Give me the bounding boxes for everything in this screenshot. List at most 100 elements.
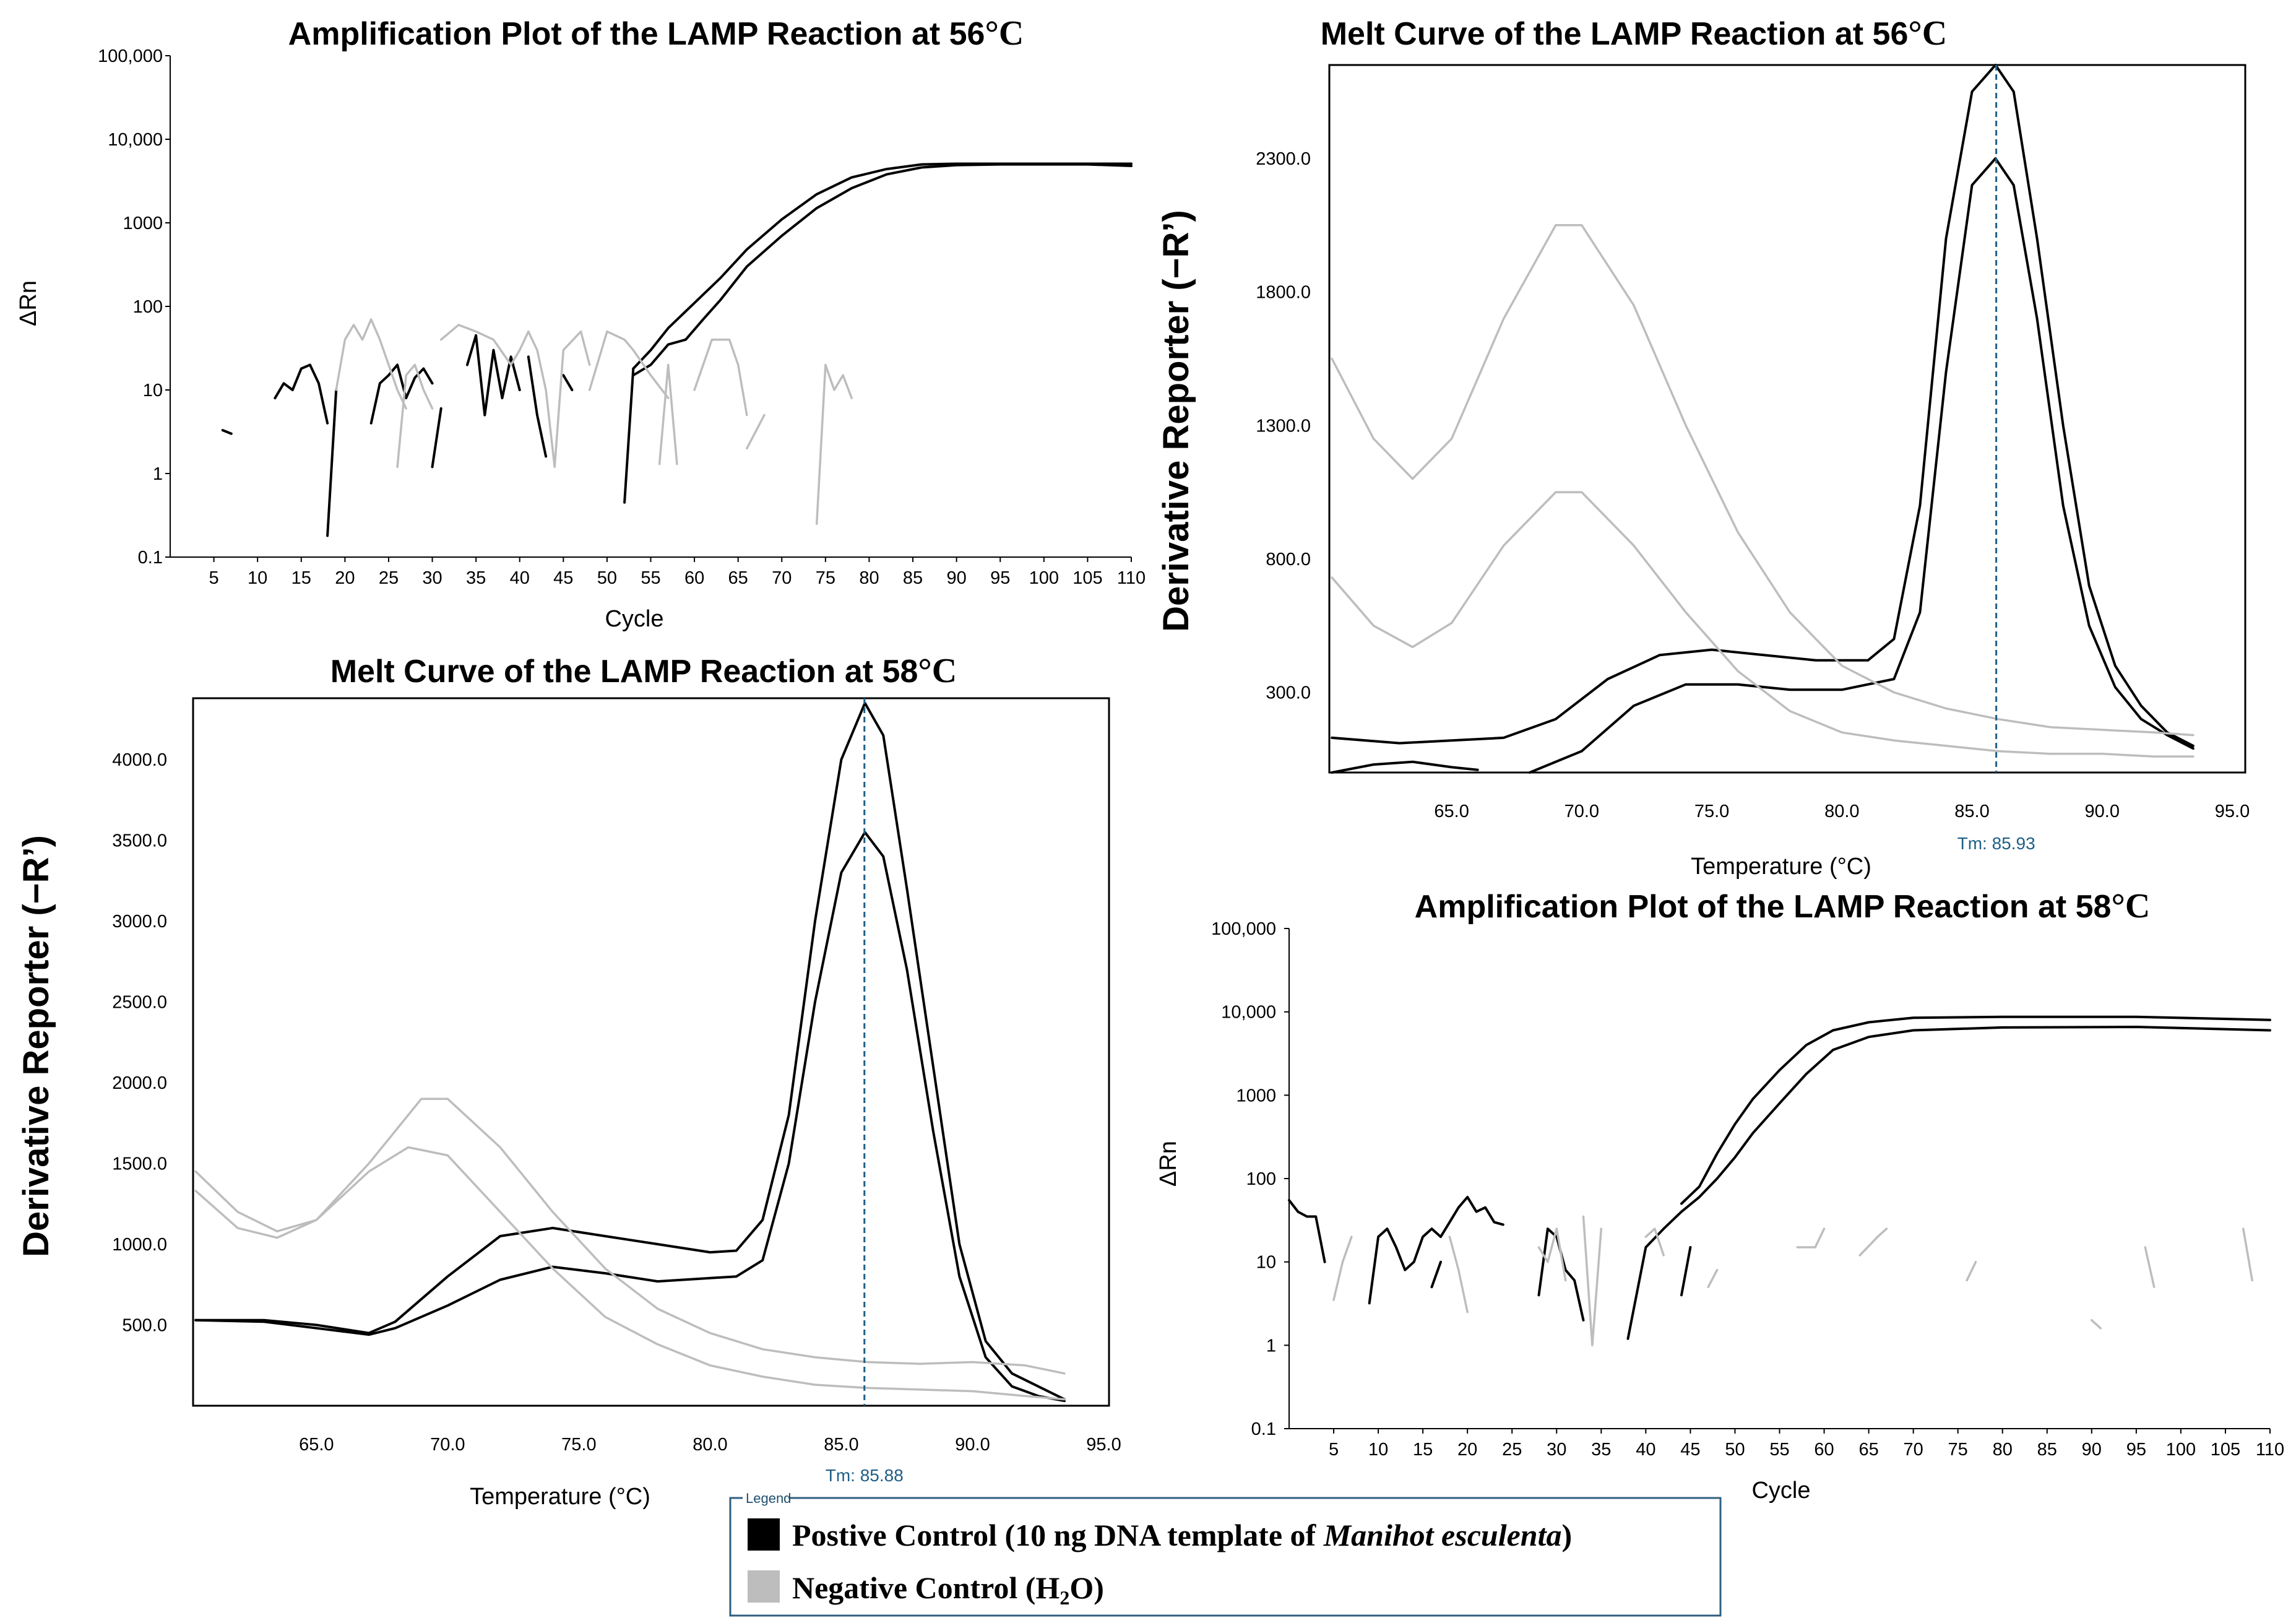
melt56-xlabel: Temperature (°C) (1691, 854, 1871, 880)
legend-title-bg (743, 1491, 788, 1505)
amp56-series-line (431, 407, 442, 469)
melt56-xtick-label: 85.0 (1954, 802, 1989, 821)
amp58-xtick-label: 55 (1769, 1440, 1789, 1460)
melt58-series-line (194, 701, 1066, 1401)
melt58-ytick-label: 2500.0 (112, 993, 167, 1013)
amp56-series-line (632, 163, 1133, 377)
amp56-ytick-label: 10,000 (108, 130, 163, 150)
amp58-series-line (1858, 1227, 1888, 1257)
melt58-ytick-label: 2000.0 (112, 1073, 167, 1093)
melt58-xtick-label: 95.0 (1086, 1435, 1121, 1455)
melt56-tm-label: Tm: 85.93 (1957, 834, 2035, 853)
amp56-series-line (221, 429, 233, 435)
melt58-x-ticks: 65.0 70.0 75.0 80.0 85.0 90.0 95.0 (299, 1435, 1121, 1455)
amp58-x-ticks: 5 10 15 20 25 30 35 40 45 50 55 60 65 70 75 80 85 90 95 100… (1329, 1429, 2284, 1460)
melt58-ytick-label: 1500.0 (112, 1154, 167, 1174)
amp56-ytick-label: 0.1 (138, 548, 163, 568)
melt58-ytick-label: 1000.0 (112, 1235, 167, 1255)
amp58-xtick-label: 110 (2256, 1440, 2284, 1460)
amp58-xtick-label: 95 (2126, 1440, 2146, 1460)
amp56-series-line (588, 330, 670, 399)
amp56-xtick-label: 50 (597, 568, 617, 588)
legend-positive-suffix: ) (1562, 1518, 1573, 1552)
amp56-xtick-label: 75 (816, 568, 835, 588)
amp58-series-line (1332, 1236, 1353, 1301)
amp58-series-line (1537, 1227, 1567, 1282)
melt56-title-text: Melt Curve of the LAMP Reaction at 56 (1321, 16, 1909, 52)
legend-box (729, 1497, 1722, 1617)
amp58-ytick-label: 10,000 (1221, 1003, 1276, 1023)
amp58-series-line (1430, 1260, 1442, 1289)
legend-negative-label: Negative Control (H2O) (792, 1570, 1104, 1609)
amp58-xtick-label: 40 (1636, 1440, 1655, 1460)
amp58-xtick-label: 45 (1680, 1440, 1700, 1460)
amp56-xtick-label: 60 (684, 568, 704, 588)
amp56-y-ticks: 100,000 10,000 1000 100 10 1 0.1 (98, 46, 170, 568)
melt56-title-deg: °C (1908, 14, 1947, 53)
amp58-title: Amplification Plot of the LAMP Reaction … (1415, 887, 2151, 925)
amp58-xtick-label: 80 (1993, 1440, 2013, 1460)
amp56-series-line (396, 363, 434, 469)
amp56-series-line (369, 363, 434, 425)
legend-negative-suffix: O) (1069, 1570, 1104, 1605)
amp58-y-ticks: 100,000 10,000 1000 100 10 1 0.1 (1211, 919, 1289, 1439)
melt58-xtick-label: 75.0 (561, 1435, 596, 1455)
amp56-series-line (527, 355, 548, 458)
melt56-series-line (1331, 224, 2195, 737)
melt58-title-text: Melt Curve of the LAMP Reaction at 58 (330, 654, 918, 690)
amp58-series-line (2144, 1246, 2156, 1288)
amp56-xtick-label: 110 (1117, 568, 1146, 588)
melt56-ytick-label: 800.0 (1266, 550, 1311, 569)
amp56-title: Amplification Plot of the LAMP Reaction … (288, 14, 1024, 53)
amp58-ytick-label: 1 (1266, 1336, 1276, 1356)
melt56-xtick-label: 75.0 (1694, 802, 1729, 821)
amp56-xtick-label: 20 (335, 568, 355, 588)
amp56-series-line (693, 338, 748, 417)
amp58-xtick-label: 20 (1457, 1440, 1477, 1460)
melt56-xtick-label: 95.0 (2215, 802, 2250, 821)
amp58-ylabel: ΔRn (1155, 1141, 1181, 1187)
amp58-series-line (1644, 1227, 1665, 1257)
amp56-ytick-label: 10 (143, 381, 163, 400)
melt56-xtick-label: 70.0 (1564, 802, 1599, 821)
legend-negative-swatch (748, 1570, 780, 1603)
amp56-xlabel: Cycle (605, 606, 663, 632)
amp58-ytick-label: 10 (1256, 1253, 1276, 1273)
amp58-xtick-label: 10 (1368, 1440, 1388, 1460)
amp56-series-line (326, 389, 338, 537)
melt58-ytick-label: 3500.0 (112, 831, 167, 851)
amp58-ytick-label: 0.1 (1251, 1419, 1276, 1439)
melt56-tm-marker: Tm: 85.93 (1957, 65, 2035, 853)
amp56-xtick-label: 35 (466, 568, 486, 588)
amp56-title-text: Amplification Plot of the LAMP Reaction … (288, 16, 985, 52)
legend-positive-species: Manihot esculenta (1323, 1518, 1562, 1552)
amp56-xtick-label: 55 (641, 568, 660, 588)
amp56-series-line (746, 413, 766, 450)
amp56-xtick-label: 105 (1072, 568, 1102, 588)
melt58-xtick-label: 65.0 (299, 1435, 334, 1455)
amp56-xtick-label: 90 (947, 568, 967, 588)
melt56-xtick-label: 65.0 (1434, 802, 1469, 821)
melt56-series-line (1331, 64, 2195, 747)
legend-positive-swatch (748, 1518, 780, 1551)
melt58-ytick-label: 3000.0 (112, 912, 167, 932)
melt58-xtick-label: 85.0 (824, 1435, 858, 1455)
amp58-xlabel: Cycle (1751, 1478, 1810, 1504)
amp58-ytick-label: 1000 (1236, 1086, 1276, 1106)
amp56-xtick-label: 15 (291, 568, 311, 588)
amp58-xtick-label: 15 (1413, 1440, 1433, 1460)
melt56-ytick-label: 300.0 (1266, 683, 1311, 703)
melt56-chart: Melt Curve of the LAMP Reaction at 56°C … (1156, 14, 2250, 880)
amp56-xtick-label: 80 (859, 568, 879, 588)
amp56-ytick-label: 1000 (123, 214, 163, 233)
amp58-series-line (1582, 1215, 1603, 1347)
amp58-xtick-label: 5 (1329, 1440, 1339, 1460)
amp58-series-line (1966, 1260, 1977, 1282)
legend-positive-prefix: Postive Control (10 ng DNA template of (792, 1518, 1324, 1552)
melt58-frame (192, 697, 1110, 1407)
melt56-x-ticks: 65.0 70.0 75.0 80.0 85.0 90.0 95.0 (1434, 802, 2250, 821)
legend: Legend Postive Control (10 ng DNA templa… (729, 1491, 1722, 1617)
melt56-xtick-label: 90.0 (2085, 802, 2120, 821)
amp56-xtick-label: 40 (510, 568, 530, 588)
amp58-series-line (1368, 1195, 1504, 1305)
